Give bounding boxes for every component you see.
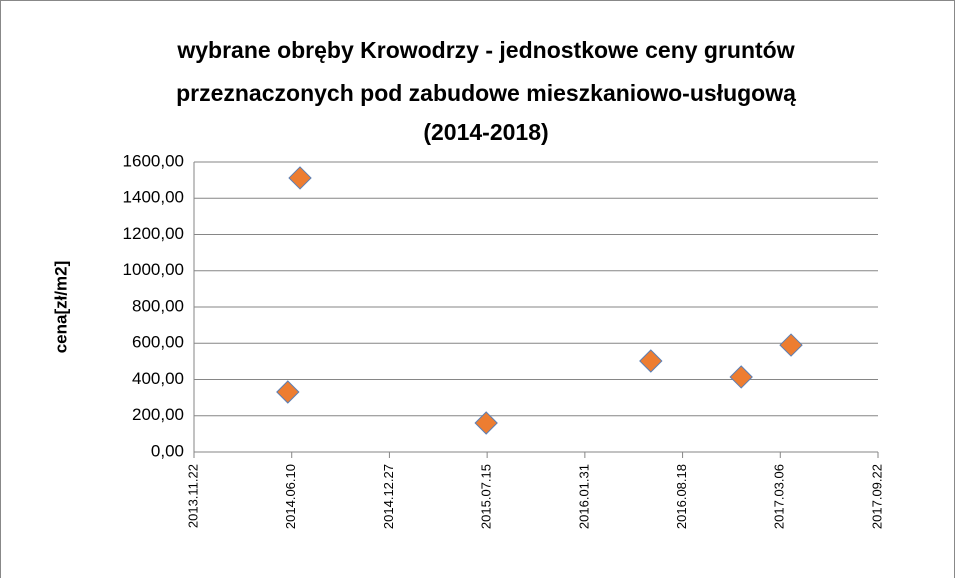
x-tick-label: 2015.07.15 xyxy=(479,464,494,529)
marker xyxy=(729,365,753,389)
y-tick-label: 400,00 xyxy=(132,369,184,388)
marker xyxy=(779,333,803,357)
marker xyxy=(276,380,300,404)
marker xyxy=(639,349,663,373)
y-tick-label: 1400,00 xyxy=(123,188,184,207)
x-tick-label: 2016.01.31 xyxy=(576,464,591,529)
y-axis-title: cena[zł/m2] xyxy=(51,261,70,354)
x-tick-label: 2017.03.06 xyxy=(772,464,787,529)
y-tick-label: 200,00 xyxy=(132,405,184,424)
marker xyxy=(288,166,312,190)
x-tick-label: 2013.11.22 xyxy=(185,464,200,528)
chart-title: przeznaczonych pod zabudowe mieszkaniowo… xyxy=(176,80,796,106)
x-tick-label: 2016.08.18 xyxy=(674,464,689,529)
chart-title: wybrane obręby Krowodrzy - jednostkowe c… xyxy=(176,37,794,63)
x-tick-label: 2017.09.22 xyxy=(869,464,884,529)
y-tick-label: 1600,00 xyxy=(123,151,184,170)
x-tick-label: 2014.12.27 xyxy=(381,464,396,529)
y-tick-label: 1000,00 xyxy=(123,260,184,279)
y-tick-label: 600,00 xyxy=(132,333,184,352)
x-tick-label: 2014.06.10 xyxy=(283,464,298,529)
marker xyxy=(474,411,498,435)
y-tick-label: 800,00 xyxy=(132,296,184,315)
y-tick-label: 1200,00 xyxy=(123,224,184,243)
y-tick-label: 0,00 xyxy=(151,441,184,460)
chart-title: (2014-2018) xyxy=(423,119,548,145)
